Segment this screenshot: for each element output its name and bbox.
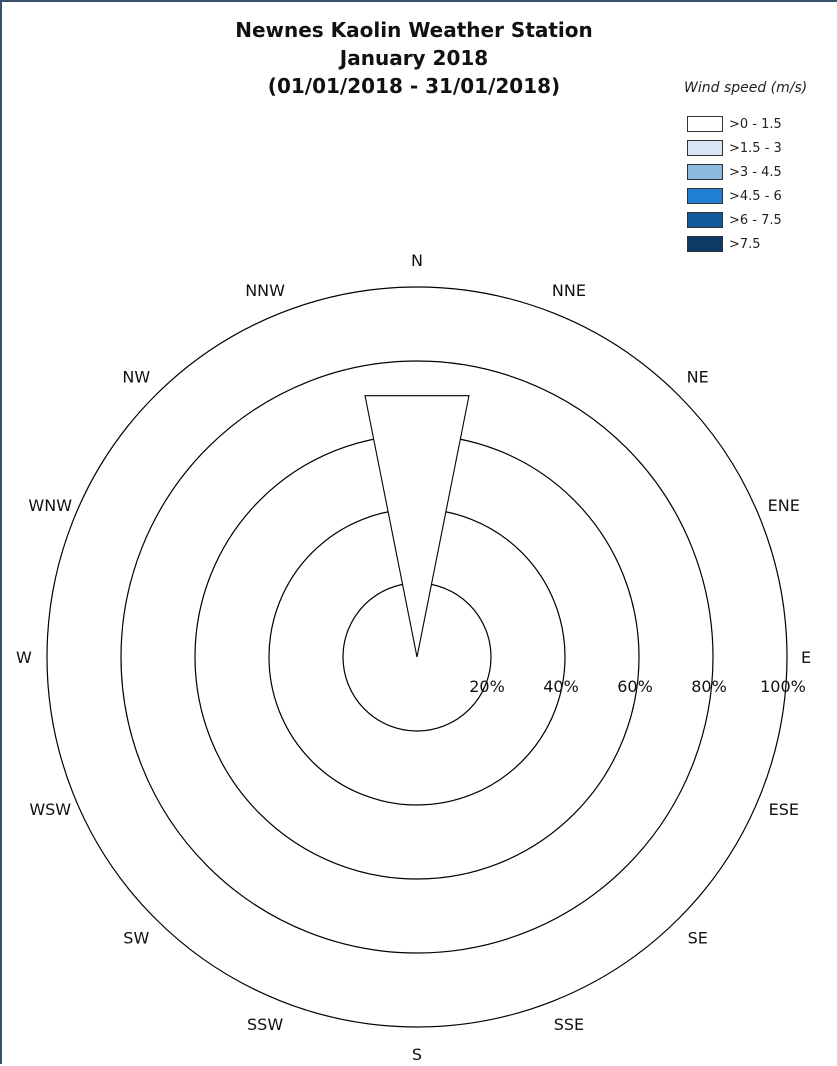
legend: Wind speed (m/s) >0 - 1.5 >1.5 - 3 >3 - 4.…	[672, 80, 837, 256]
direction-label-ne: NE	[687, 367, 709, 386]
direction-label-sse: SSE	[554, 1015, 584, 1034]
legend-swatch	[687, 140, 723, 156]
direction-label-nw: NW	[122, 367, 150, 386]
legend-swatch	[687, 164, 723, 180]
legend-swatch	[687, 212, 723, 228]
legend-item: >0 - 1.5	[687, 112, 837, 136]
ring-80pct	[120, 360, 714, 954]
direction-label-ese: ESE	[769, 800, 799, 819]
direction-label-n: N	[411, 251, 423, 270]
direction-label-se: SE	[688, 929, 708, 948]
legend-item: >1.5 - 3	[687, 136, 837, 160]
direction-label-s: S	[412, 1045, 422, 1064]
legend-item: >3 - 4.5	[687, 160, 837, 184]
legend-item: >4.5 - 6	[687, 184, 837, 208]
chart-title: Newnes Kaolin Weather Station	[235, 18, 593, 42]
ring-label: 60%	[617, 677, 653, 696]
legend-title: Wind speed (m/s)	[684, 80, 808, 96]
ring-label: 40%	[543, 677, 579, 696]
legend-label: >1.5 - 3	[729, 140, 782, 156]
direction-labels: N NNE NE ENE E ESE SE SSE S SSW SW WSW W WNW NW NNW	[16, 251, 811, 1064]
direction-label-w: W	[16, 648, 32, 667]
direction-label-e: E	[801, 648, 811, 667]
ring-label: 20%	[469, 677, 505, 696]
direction-label-ene: ENE	[768, 496, 800, 515]
direction-label-nne: NNE	[552, 281, 586, 300]
legend-items: >0 - 1.5 >1.5 - 3 >3 - 4.5 >4.5 - 6 >6 - 7.5…	[672, 112, 837, 256]
legend-label: >6 - 7.5	[729, 212, 782, 228]
ring-labels: 20% 40% 60% 80% 100%	[469, 677, 806, 696]
legend-label: >0 - 1.5	[729, 116, 782, 132]
chart-subtitle: January 2018	[339, 46, 489, 70]
ring-label: 80%	[691, 677, 727, 696]
chart-titles: Newnes Kaolin Weather Station January 20…	[4, 16, 824, 100]
ring-label: 100%	[760, 677, 806, 696]
legend-item: >7.5	[687, 232, 837, 256]
ring-100pct	[46, 286, 788, 1028]
chart-period: (01/01/2018 - 31/01/2018)	[267, 74, 561, 98]
petal-n-bin0	[364, 395, 470, 658]
legend-item: >6 - 7.5	[687, 208, 837, 232]
legend-swatch	[687, 236, 723, 252]
legend-label: >4.5 - 6	[729, 188, 782, 204]
legend-swatch	[687, 188, 723, 204]
direction-label-wnw: WNW	[28, 496, 72, 515]
direction-label-wsw: WSW	[29, 800, 71, 819]
legend-swatch	[687, 116, 723, 132]
legend-label: >7.5	[729, 236, 761, 252]
petals	[364, 395, 470, 658]
legend-label: >3 - 4.5	[729, 164, 782, 180]
direction-label-nnw: NNW	[245, 281, 285, 300]
direction-label-ssw: SSW	[247, 1015, 283, 1034]
direction-label-sw: SW	[123, 929, 149, 948]
